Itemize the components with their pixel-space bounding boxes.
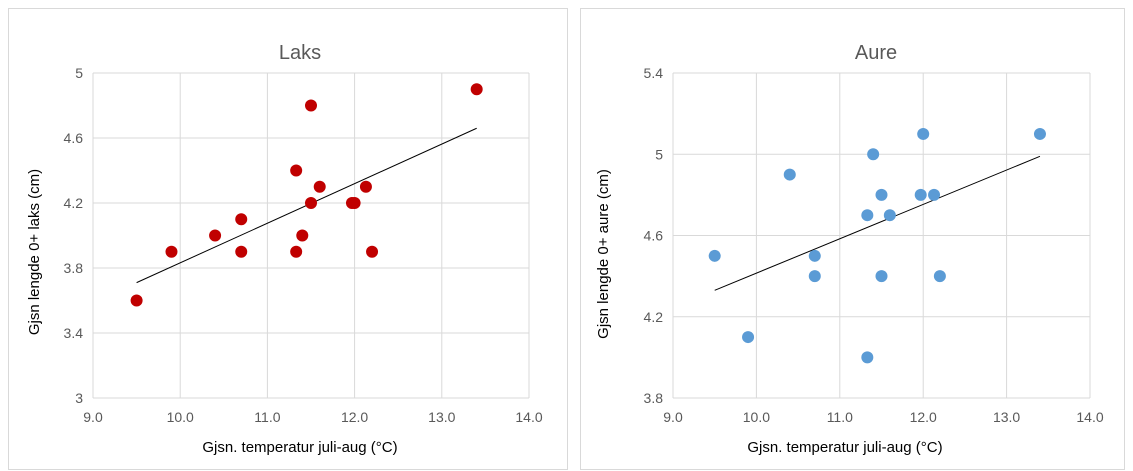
data-point (366, 245, 379, 258)
y-tick-label: 3.4 (64, 325, 84, 341)
data-point (348, 197, 361, 209)
data-point (359, 180, 372, 193)
y-tick-label: 4.2 (64, 195, 84, 211)
y-axis-title: Gjsn lengde 0+ laks (cm) (26, 169, 43, 335)
data-point (235, 213, 248, 226)
gridlines (92, 72, 530, 399)
y-tick-labels: 3 3.4 3.8 4.2 4.6 5 (64, 65, 84, 406)
data-point (783, 168, 796, 181)
x-tick-label: 11.0 (254, 409, 280, 425)
y-tick-label: 3.8 (644, 390, 664, 406)
data-point (875, 270, 888, 283)
data-point (1033, 127, 1046, 140)
data-point (914, 188, 927, 201)
data-point (165, 245, 178, 258)
chart-panel-laks: Laks 9.0 10.0 11.0 12.0 13.0 14.0 3 3.4 3.8 4.2 4… (8, 8, 568, 470)
x-tick-label: 10.0 (167, 409, 194, 425)
data-point (861, 351, 874, 364)
data-point (470, 83, 483, 96)
x-tick-label: 9.0 (83, 409, 103, 425)
data-point (290, 164, 303, 177)
data-point (875, 188, 888, 201)
y-tick-label: 3.8 (64, 260, 84, 276)
x-tick-label: 13.0 (428, 409, 455, 425)
x-tick-label: 9.0 (663, 409, 683, 425)
y-tick-label: 5.4 (644, 65, 664, 81)
x-axis-title: Gjsn. temperatur juli-aug (°C) (202, 439, 397, 456)
data-point (209, 229, 222, 242)
y-tick-label: 3 (75, 390, 83, 406)
x-tick-label: 11.0 (827, 409, 853, 425)
y-tick-label: 5 (75, 65, 83, 81)
x-tick-label: 12.0 (910, 409, 937, 425)
y-tick-label: 5 (655, 146, 663, 162)
data-point (708, 249, 721, 262)
data-point (742, 331, 755, 344)
data-points (708, 127, 1046, 364)
x-tick-label: 10.0 (743, 409, 770, 425)
chart-title: Laks (279, 42, 321, 64)
data-point (883, 209, 896, 222)
x-axis-title: Gjsn. temperatur juli-aug (°C) (747, 439, 942, 456)
data-points (130, 83, 483, 307)
data-point (305, 99, 317, 112)
data-point (313, 180, 326, 193)
data-point (130, 294, 143, 307)
x-tick-label: 14.0 (515, 409, 542, 425)
data-point (867, 148, 880, 161)
x-tick-labels: 9.0 10.0 11.0 12.0 13.0 14.0 (83, 409, 543, 425)
data-point (928, 188, 941, 201)
chart-panel-aure: Aure 9.0 10.0 11.0 12.0 13.0 14.0 3.8 4.2 4.6 5 5… (580, 8, 1125, 470)
y-tick-label: 4.6 (64, 130, 84, 146)
chart-laks: Laks 9.0 10.0 11.0 12.0 13.0 14.0 3 3.4 3.8 4.2 4… (26, 42, 543, 456)
data-point (808, 270, 821, 283)
data-point (235, 245, 248, 258)
y-tick-label: 4.6 (644, 228, 664, 244)
y-tick-label: 4.2 (644, 309, 664, 325)
data-point (290, 245, 303, 258)
data-point (933, 270, 946, 283)
x-tick-label: 13.0 (993, 409, 1020, 425)
chart-aure: Aure 9.0 10.0 11.0 12.0 13.0 14.0 3.8 4.2 4.6 5 5… (595, 42, 1104, 456)
x-tick-label: 12.0 (341, 409, 368, 425)
data-point (296, 229, 309, 242)
gridlines (672, 72, 1091, 399)
x-tick-label: 14.0 (1076, 409, 1103, 425)
data-point (808, 249, 821, 262)
data-point (305, 197, 317, 209)
y-tick-labels: 3.8 4.2 4.6 5 5.4 (644, 65, 664, 406)
data-point (861, 209, 874, 222)
x-tick-labels: 9.0 10.0 11.0 12.0 13.0 14.0 (663, 409, 1104, 425)
chart-title: Aure (855, 42, 897, 64)
y-axis-title: Gjsn lengde 0+ aure (cm) (595, 169, 612, 339)
data-point (917, 127, 930, 140)
trendline (714, 155, 1041, 291)
